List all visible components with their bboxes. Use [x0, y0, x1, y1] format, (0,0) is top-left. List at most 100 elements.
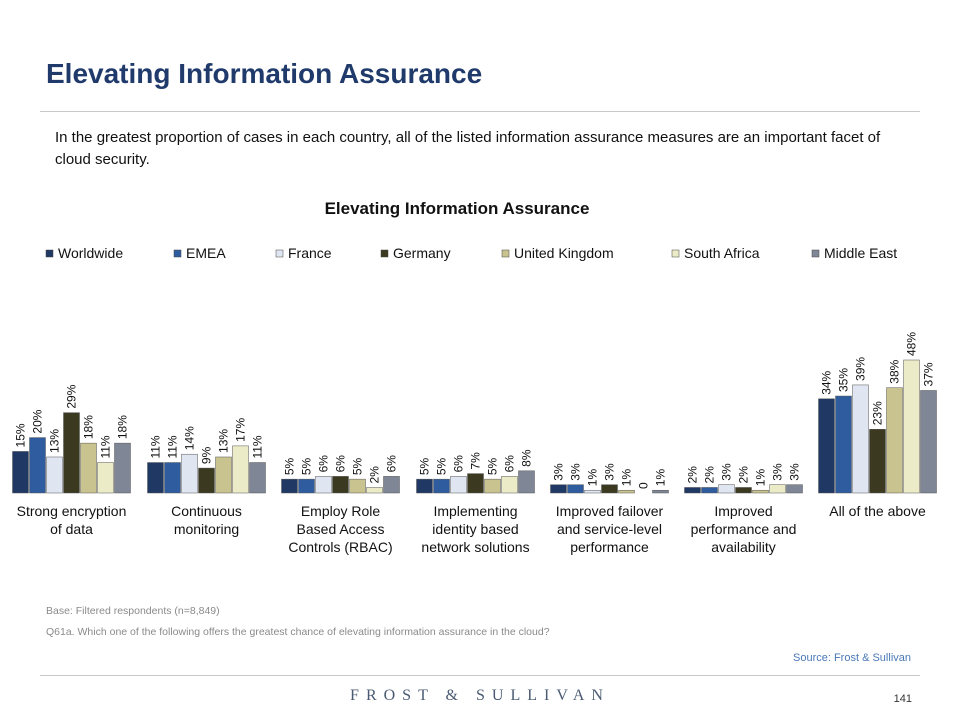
data-label: 6%: [385, 455, 399, 473]
data-label: 1%: [620, 469, 634, 487]
bar: [450, 476, 467, 494]
data-label: 15%: [14, 423, 28, 447]
bar: [818, 398, 835, 494]
bar: [903, 359, 920, 494]
bar: [433, 478, 450, 494]
data-label: 2%: [737, 466, 751, 484]
bar: [567, 484, 584, 494]
legend-swatch: [173, 249, 182, 258]
intro-text: In the greatest proportion of cases in e…: [55, 129, 881, 168]
legend-label: Middle East: [824, 245, 897, 261]
data-label: 2%: [368, 466, 382, 484]
legend-label: South Africa: [684, 245, 760, 261]
bar: [467, 473, 484, 494]
data-label: 17%: [234, 418, 248, 442]
data-label: 5%: [351, 457, 365, 475]
category-label: and service-level: [557, 521, 662, 537]
category-label: of data: [50, 521, 93, 537]
data-label: 6%: [334, 455, 348, 473]
bar: [249, 462, 266, 494]
bar: [164, 462, 181, 494]
category-label: monitoring: [174, 521, 239, 537]
legend-label: France: [288, 245, 332, 261]
bar: [852, 384, 869, 494]
category-label: Implementing: [433, 503, 517, 519]
title-divider: [40, 111, 920, 112]
legend-label: Germany: [393, 245, 451, 261]
legend-swatch: [671, 249, 680, 258]
data-label: 5%: [300, 457, 314, 475]
footer-divider: [40, 675, 920, 676]
base-note: Base: Filtered respondents (n=8,849): [46, 605, 220, 617]
category-label: availability: [711, 539, 776, 555]
bar: [735, 487, 752, 494]
question-note: Q61a. Which one of the following offers …: [46, 626, 550, 638]
bar: [501, 476, 518, 494]
bar: [550, 484, 567, 494]
legend-swatch: [45, 249, 54, 258]
data-label: 11%: [99, 435, 113, 458]
data-label: 6%: [317, 455, 331, 473]
bar: [484, 478, 501, 494]
bar: [684, 487, 701, 494]
bar: [63, 412, 80, 494]
bar: [215, 456, 232, 494]
data-label: 3%: [552, 463, 566, 481]
bar: [718, 484, 735, 494]
data-label: 13%: [48, 429, 62, 453]
page-title: Elevating Information Assurance: [46, 58, 483, 89]
bar: [869, 429, 886, 494]
bar: [349, 478, 366, 494]
category-label: Improved: [714, 503, 772, 519]
data-label: 1%: [586, 469, 600, 487]
bar-chart: Elevating Information Assurance Worldwide…: [12, 199, 937, 555]
data-label: 38%: [888, 359, 902, 383]
data-label: 2%: [703, 466, 717, 484]
bar: [601, 484, 618, 494]
data-label: 0: [637, 482, 651, 489]
bar: [97, 462, 114, 494]
data-label: 1%: [654, 469, 668, 487]
bar: [181, 453, 198, 494]
data-label: 11%: [149, 435, 163, 458]
bar: [383, 476, 400, 494]
data-label: 37%: [922, 362, 936, 386]
legend-label: Worldwide: [58, 245, 123, 261]
data-label: 11%: [251, 435, 265, 458]
data-label: 5%: [486, 457, 500, 475]
data-label: 5%: [435, 457, 449, 475]
data-label: 14%: [183, 426, 197, 450]
data-label: 13%: [217, 429, 231, 453]
bar: [752, 489, 769, 494]
data-label: 29%: [65, 384, 79, 408]
category-label: Continuous: [171, 503, 242, 519]
bar: [298, 478, 315, 494]
data-label: 20%: [31, 409, 45, 433]
legend-swatch: [501, 249, 510, 258]
category-label: Improved failover: [556, 503, 664, 519]
bar: [366, 487, 383, 494]
bar: [198, 467, 215, 494]
data-label: 8%: [520, 449, 534, 467]
bar: [12, 451, 29, 494]
category-label: network solutions: [421, 539, 529, 555]
category-label: Based Access: [297, 521, 385, 537]
bar: [886, 387, 903, 494]
source-note: Source: Frost & Sullivan: [793, 652, 911, 664]
bar: [835, 395, 852, 494]
bar: [46, 456, 63, 494]
category-label: Controls (RBAC): [288, 539, 392, 555]
data-label: 9%: [200, 446, 214, 464]
data-label: 5%: [418, 457, 432, 475]
data-label: 3%: [771, 463, 785, 481]
category-label: Employ Role: [301, 503, 381, 519]
data-label: 3%: [788, 463, 802, 481]
bar: [281, 478, 298, 494]
legend-swatch: [811, 249, 820, 258]
category-label: performance and: [691, 521, 797, 537]
bar: [584, 489, 601, 494]
bar: [114, 442, 131, 494]
bar: [29, 437, 46, 494]
page-number: 141: [893, 693, 912, 705]
bar: [652, 489, 669, 494]
